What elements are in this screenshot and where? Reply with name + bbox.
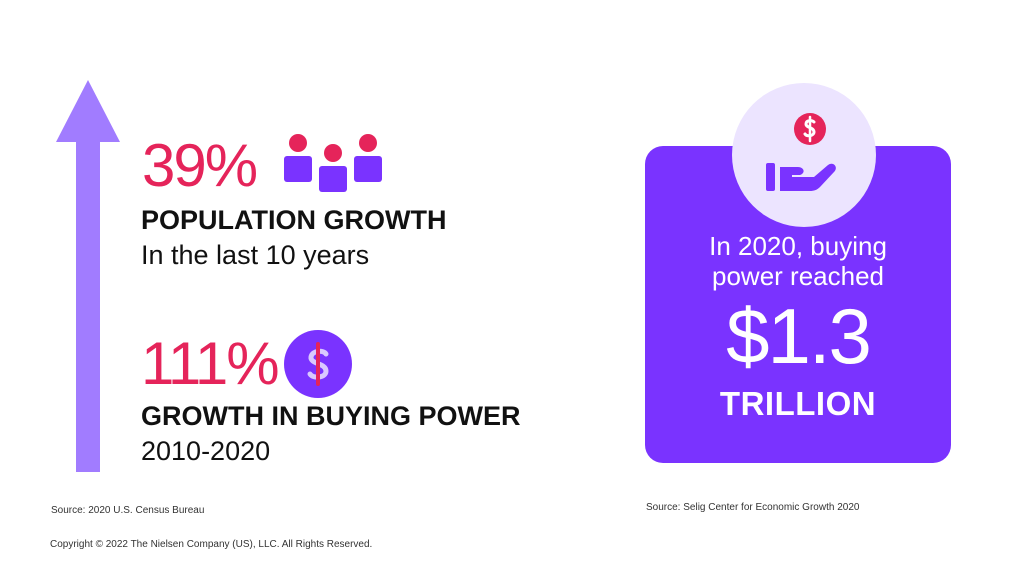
source-census: Source: 2020 U.S. Census Bureau bbox=[51, 505, 205, 516]
card-text-line2: power reached bbox=[712, 261, 884, 291]
copyright-notice: Copyright © 2022 The Nielsen Company (US… bbox=[50, 539, 373, 550]
hand-coin-badge bbox=[732, 83, 876, 227]
source-selig: Source: Selig Center for Economic Growth… bbox=[646, 502, 860, 513]
buying-power-growth-subtitle: 2010-2020 bbox=[141, 436, 271, 466]
hand-coin-icon bbox=[766, 113, 836, 191]
population-growth-title: POPULATION GROWTH bbox=[141, 205, 447, 235]
card-text-line1: In 2020, buying bbox=[709, 231, 887, 261]
buying-power-growth-value: 111% bbox=[141, 330, 280, 397]
buying-power-amount: $1.3 bbox=[726, 292, 872, 380]
dollar-circle-icon bbox=[284, 330, 352, 398]
up-arrow-icon bbox=[56, 80, 120, 472]
population-growth-subtitle: In the last 10 years bbox=[141, 240, 370, 270]
people-icon bbox=[284, 134, 382, 192]
buying-power-unit: TRILLION bbox=[719, 385, 877, 422]
population-growth-value: 39% bbox=[142, 132, 258, 199]
buying-power-growth-title: GROWTH IN BUYING POWER bbox=[141, 401, 521, 431]
